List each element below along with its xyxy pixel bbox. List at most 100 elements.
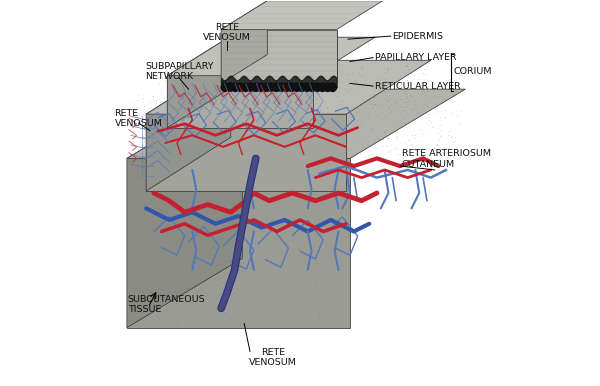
Point — [127, 302, 137, 308]
Point — [164, 202, 173, 208]
Point — [248, 306, 257, 313]
Point — [414, 76, 424, 82]
Point — [238, 182, 248, 188]
Point — [217, 101, 226, 107]
Point — [413, 64, 423, 70]
Point — [190, 115, 199, 122]
Point — [401, 124, 411, 130]
Point — [144, 144, 154, 150]
Point — [310, 280, 320, 286]
Point — [206, 245, 215, 251]
Point — [201, 100, 211, 106]
Point — [425, 111, 434, 117]
Point — [141, 114, 151, 120]
Point — [316, 230, 325, 236]
Point — [167, 81, 176, 87]
Point — [195, 311, 205, 317]
Point — [193, 130, 203, 136]
Point — [325, 221, 335, 227]
Point — [213, 231, 223, 237]
Point — [207, 186, 217, 193]
Point — [319, 290, 328, 296]
Point — [250, 307, 260, 313]
Point — [205, 100, 214, 106]
Point — [170, 288, 180, 294]
Point — [396, 110, 406, 117]
Point — [197, 239, 207, 245]
Text: EPIDERMIS: EPIDERMIS — [392, 32, 443, 41]
Point — [283, 299, 292, 305]
Point — [200, 195, 209, 201]
Point — [395, 82, 405, 88]
Point — [434, 135, 443, 142]
Point — [173, 320, 183, 326]
Point — [269, 169, 278, 176]
Point — [230, 102, 240, 108]
Point — [324, 135, 334, 142]
Point — [148, 199, 157, 205]
Point — [392, 133, 401, 139]
Point — [257, 190, 267, 196]
Point — [155, 207, 165, 213]
Point — [212, 260, 221, 266]
Point — [235, 177, 244, 183]
Point — [343, 96, 353, 102]
Point — [170, 146, 180, 152]
Point — [281, 103, 290, 109]
Point — [283, 273, 292, 279]
Point — [166, 302, 176, 308]
Point — [203, 235, 213, 241]
Point — [213, 261, 223, 267]
Point — [134, 295, 144, 301]
Point — [226, 287, 236, 293]
Point — [145, 142, 155, 149]
Point — [334, 201, 344, 207]
Point — [234, 217, 244, 223]
Point — [188, 94, 197, 100]
Point — [212, 68, 222, 74]
Point — [283, 128, 292, 134]
Point — [310, 93, 319, 99]
Point — [271, 232, 280, 238]
Point — [370, 101, 379, 107]
Point — [260, 211, 270, 217]
Point — [169, 120, 178, 127]
Point — [226, 90, 235, 96]
Point — [187, 107, 197, 113]
Point — [245, 133, 255, 139]
Point — [164, 288, 174, 294]
Point — [355, 72, 364, 78]
Point — [400, 90, 410, 96]
Ellipse shape — [257, 83, 265, 91]
Point — [262, 117, 272, 123]
Point — [165, 100, 175, 106]
Point — [418, 105, 428, 112]
Point — [391, 135, 401, 141]
Point — [289, 216, 298, 222]
Point — [175, 144, 184, 151]
Point — [312, 96, 322, 103]
Point — [150, 61, 160, 68]
Point — [233, 79, 242, 85]
Point — [187, 215, 197, 222]
Point — [170, 224, 180, 230]
Point — [272, 271, 282, 277]
Point — [157, 74, 167, 81]
Point — [340, 184, 350, 190]
Point — [269, 98, 278, 104]
Point — [172, 131, 182, 137]
Point — [399, 115, 409, 121]
Point — [298, 91, 307, 97]
Point — [316, 107, 325, 113]
Point — [170, 135, 179, 141]
Point — [227, 219, 237, 225]
Point — [383, 97, 393, 103]
Point — [187, 145, 196, 151]
Point — [172, 126, 182, 132]
Point — [149, 203, 159, 210]
Point — [131, 197, 141, 203]
Point — [253, 244, 263, 251]
Point — [208, 244, 217, 250]
Point — [154, 285, 163, 291]
Point — [309, 131, 319, 137]
